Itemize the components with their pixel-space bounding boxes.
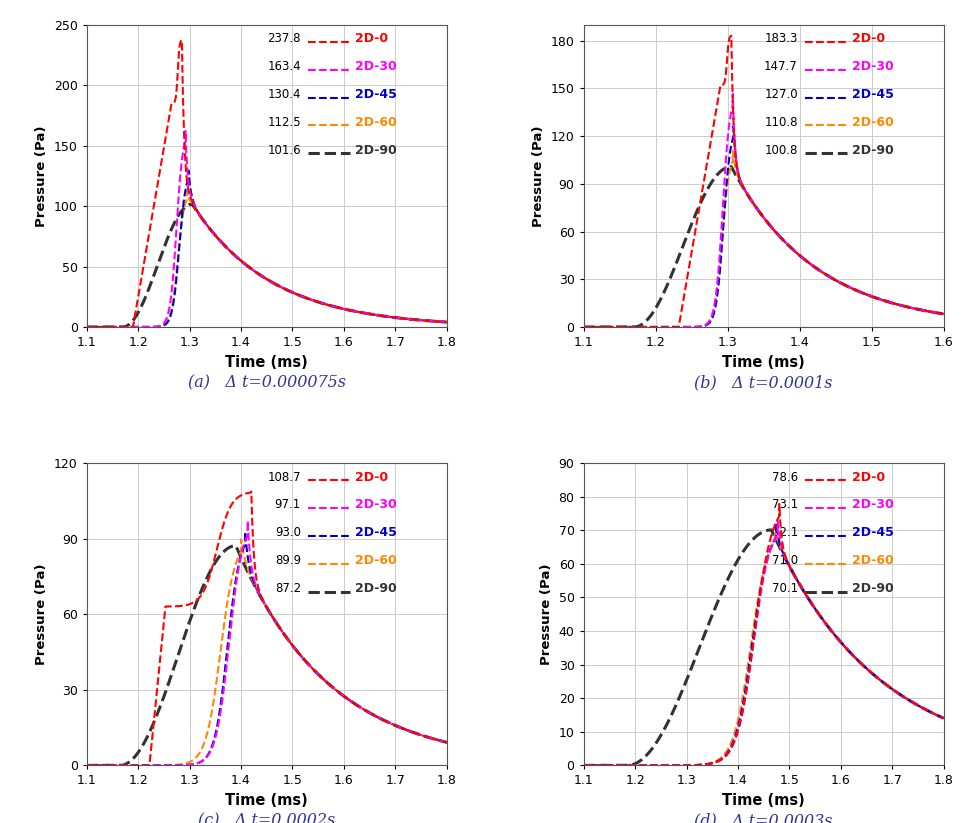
Text: 127.0: 127.0 bbox=[765, 88, 798, 101]
Text: 72.1: 72.1 bbox=[771, 526, 798, 539]
Text: (c)   Δ t=0.0002s: (c) Δ t=0.0002s bbox=[198, 812, 335, 823]
Text: 87.2: 87.2 bbox=[274, 582, 300, 595]
Text: 2D-45: 2D-45 bbox=[355, 88, 397, 101]
X-axis label: Time (ms): Time (ms) bbox=[225, 355, 308, 370]
Text: 2D-90: 2D-90 bbox=[852, 582, 894, 595]
Text: 2D-45: 2D-45 bbox=[852, 526, 894, 539]
Text: 2D-45: 2D-45 bbox=[852, 88, 894, 101]
Text: 2D-0: 2D-0 bbox=[852, 471, 885, 484]
Text: 73.1: 73.1 bbox=[771, 499, 798, 511]
Text: (a)   Δ t=0.000075s: (a) Δ t=0.000075s bbox=[188, 374, 346, 391]
Text: 2D-60: 2D-60 bbox=[355, 116, 397, 128]
Text: (b)   Δ t=0.0001s: (b) Δ t=0.0001s bbox=[694, 374, 833, 391]
Text: 2D-30: 2D-30 bbox=[852, 499, 894, 511]
Text: 71.0: 71.0 bbox=[771, 554, 798, 567]
Text: 2D-0: 2D-0 bbox=[355, 32, 388, 45]
Text: 2D-45: 2D-45 bbox=[355, 526, 397, 539]
Y-axis label: Pressure (Pa): Pressure (Pa) bbox=[533, 125, 545, 226]
Text: 2D-30: 2D-30 bbox=[355, 60, 397, 73]
Text: 163.4: 163.4 bbox=[268, 60, 300, 73]
Text: 89.9: 89.9 bbox=[274, 554, 300, 567]
Text: (d)   Δ t=0.0003s: (d) Δ t=0.0003s bbox=[694, 812, 833, 823]
Y-axis label: Pressure (Pa): Pressure (Pa) bbox=[540, 564, 553, 665]
Text: 2D-0: 2D-0 bbox=[355, 471, 388, 484]
X-axis label: Time (ms): Time (ms) bbox=[722, 355, 805, 370]
Text: 100.8: 100.8 bbox=[765, 143, 798, 156]
Text: 183.3: 183.3 bbox=[765, 32, 798, 45]
Text: 2D-60: 2D-60 bbox=[355, 554, 397, 567]
Text: 2D-60: 2D-60 bbox=[852, 116, 894, 128]
Text: 93.0: 93.0 bbox=[275, 526, 300, 539]
Text: 101.6: 101.6 bbox=[268, 143, 300, 156]
Text: 2D-90: 2D-90 bbox=[355, 143, 397, 156]
Text: 70.1: 70.1 bbox=[771, 582, 798, 595]
Text: 130.4: 130.4 bbox=[268, 88, 300, 101]
Text: 2D-90: 2D-90 bbox=[355, 582, 397, 595]
Text: 2D-0: 2D-0 bbox=[852, 32, 885, 45]
Text: 2D-90: 2D-90 bbox=[852, 143, 894, 156]
X-axis label: Time (ms): Time (ms) bbox=[225, 793, 308, 808]
Text: 110.8: 110.8 bbox=[765, 116, 798, 128]
Text: 237.8: 237.8 bbox=[268, 32, 300, 45]
Y-axis label: Pressure (Pa): Pressure (Pa) bbox=[36, 125, 48, 226]
Text: 97.1: 97.1 bbox=[274, 499, 300, 511]
Text: 112.5: 112.5 bbox=[268, 116, 300, 128]
Text: 2D-60: 2D-60 bbox=[852, 554, 894, 567]
Text: 108.7: 108.7 bbox=[268, 471, 300, 484]
Text: 78.6: 78.6 bbox=[771, 471, 798, 484]
Text: 147.7: 147.7 bbox=[765, 60, 798, 73]
X-axis label: Time (ms): Time (ms) bbox=[722, 793, 805, 808]
Y-axis label: Pressure (Pa): Pressure (Pa) bbox=[36, 564, 48, 665]
Text: 2D-30: 2D-30 bbox=[852, 60, 894, 73]
Text: 2D-30: 2D-30 bbox=[355, 499, 397, 511]
